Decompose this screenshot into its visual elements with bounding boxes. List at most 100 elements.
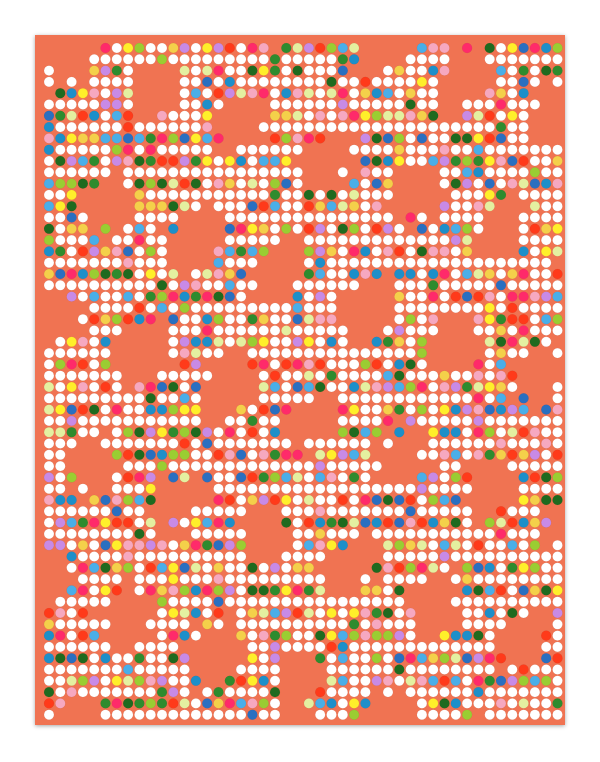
dot xyxy=(484,596,495,607)
dot xyxy=(360,246,371,257)
dot xyxy=(258,426,269,438)
dot xyxy=(416,121,428,133)
dot xyxy=(247,460,258,472)
dot xyxy=(235,438,247,449)
dot xyxy=(269,212,281,223)
dot xyxy=(540,449,552,461)
dot xyxy=(360,607,371,619)
dot xyxy=(360,686,371,698)
dot xyxy=(450,144,462,155)
dot xyxy=(303,585,315,596)
dot xyxy=(326,234,337,246)
dot xyxy=(247,404,258,415)
dot xyxy=(473,438,484,449)
dot xyxy=(394,336,405,348)
dot xyxy=(473,133,484,144)
dot xyxy=(168,370,179,381)
dot xyxy=(190,200,202,212)
dot xyxy=(247,280,258,291)
dot xyxy=(540,42,552,54)
dot xyxy=(156,539,168,551)
dot xyxy=(348,246,360,257)
dot xyxy=(269,223,281,235)
dot xyxy=(66,178,77,189)
dot xyxy=(179,449,190,461)
dot xyxy=(507,381,518,393)
dot xyxy=(88,257,100,268)
dot xyxy=(190,87,202,99)
dot xyxy=(168,302,179,314)
dot xyxy=(303,76,315,88)
dot xyxy=(552,302,563,314)
dot xyxy=(552,347,563,359)
dot xyxy=(529,596,541,607)
dot xyxy=(507,438,518,449)
dot xyxy=(326,506,337,517)
dot xyxy=(190,698,202,709)
dot xyxy=(213,268,224,280)
dot xyxy=(427,110,439,122)
dot xyxy=(495,449,507,461)
dot xyxy=(495,675,507,687)
dot xyxy=(360,223,371,235)
dot xyxy=(439,438,450,449)
dot xyxy=(416,246,428,257)
dot xyxy=(224,460,236,472)
dot xyxy=(168,596,179,607)
dot xyxy=(88,347,100,359)
dot xyxy=(269,167,281,178)
dot xyxy=(258,438,269,449)
dot xyxy=(77,551,89,562)
dot xyxy=(382,223,394,235)
dot xyxy=(484,607,495,619)
dot xyxy=(416,223,428,235)
dot xyxy=(281,472,292,483)
dot xyxy=(66,426,77,438)
dot xyxy=(156,415,168,427)
dot xyxy=(552,698,563,709)
dot xyxy=(168,121,179,133)
dot xyxy=(281,76,292,88)
dot xyxy=(529,313,541,325)
dot xyxy=(348,460,360,472)
dot xyxy=(394,347,405,359)
dot xyxy=(235,155,247,167)
dot xyxy=(461,619,473,630)
dot xyxy=(235,223,247,235)
dot xyxy=(337,438,349,449)
dot xyxy=(55,460,66,472)
dot xyxy=(122,223,134,235)
dot xyxy=(382,99,394,110)
dot xyxy=(427,517,439,528)
dot xyxy=(303,234,315,246)
dot xyxy=(122,415,134,427)
dot xyxy=(247,178,258,189)
dot xyxy=(326,54,337,65)
dot xyxy=(122,686,134,698)
dot xyxy=(281,460,292,472)
dot xyxy=(179,393,190,404)
dot xyxy=(540,189,552,201)
dot xyxy=(258,675,269,687)
dot xyxy=(224,517,236,528)
dot xyxy=(337,87,349,99)
dot xyxy=(405,517,416,528)
dot xyxy=(348,664,360,675)
dot xyxy=(190,42,202,54)
dot xyxy=(258,709,269,720)
dot xyxy=(77,393,89,404)
dot xyxy=(518,178,529,189)
dot xyxy=(43,607,55,619)
dot xyxy=(77,234,89,246)
dot xyxy=(461,562,473,574)
dot xyxy=(190,675,202,687)
dot xyxy=(540,223,552,235)
dot xyxy=(371,506,382,517)
dot xyxy=(552,664,563,675)
dot xyxy=(439,630,450,641)
dot xyxy=(77,359,89,370)
dot xyxy=(439,291,450,302)
dot xyxy=(77,121,89,133)
dot xyxy=(495,268,507,280)
dot xyxy=(224,449,236,461)
